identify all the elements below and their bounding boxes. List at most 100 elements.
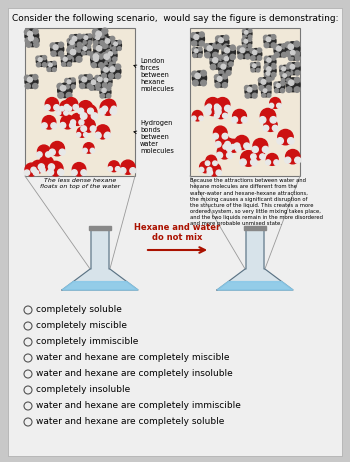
Circle shape (91, 63, 96, 67)
Circle shape (258, 78, 263, 83)
Circle shape (217, 77, 222, 81)
Circle shape (222, 46, 236, 59)
Circle shape (102, 28, 108, 34)
Circle shape (251, 154, 256, 159)
Circle shape (261, 87, 271, 97)
Circle shape (191, 33, 196, 38)
Circle shape (262, 93, 265, 97)
Circle shape (222, 55, 228, 60)
Circle shape (204, 44, 209, 49)
Circle shape (49, 63, 52, 67)
Circle shape (194, 49, 198, 53)
Circle shape (52, 68, 56, 72)
Circle shape (262, 146, 268, 152)
Circle shape (216, 134, 230, 148)
Circle shape (276, 84, 280, 87)
Circle shape (222, 83, 228, 88)
Circle shape (285, 157, 291, 163)
Circle shape (58, 51, 64, 56)
Circle shape (287, 72, 290, 76)
Circle shape (215, 109, 221, 115)
Circle shape (102, 53, 108, 58)
Circle shape (263, 125, 269, 131)
Circle shape (102, 43, 108, 49)
Circle shape (243, 44, 246, 48)
Circle shape (96, 46, 102, 51)
Circle shape (66, 92, 72, 98)
Circle shape (270, 116, 276, 123)
Circle shape (103, 75, 107, 79)
Circle shape (218, 64, 224, 70)
Circle shape (81, 104, 97, 120)
Circle shape (33, 170, 38, 176)
Circle shape (222, 55, 233, 66)
Circle shape (208, 163, 221, 176)
Circle shape (274, 89, 279, 93)
Circle shape (216, 44, 222, 49)
Bar (190, 28, 300, 176)
Circle shape (110, 44, 115, 49)
Circle shape (102, 66, 114, 78)
Circle shape (36, 56, 47, 67)
Circle shape (282, 67, 286, 71)
Circle shape (218, 62, 223, 67)
Circle shape (112, 47, 116, 50)
Circle shape (244, 40, 248, 43)
Text: completely soluble: completely soluble (36, 305, 122, 315)
Circle shape (219, 70, 224, 75)
Circle shape (260, 109, 276, 124)
Circle shape (248, 35, 252, 39)
Circle shape (84, 143, 94, 153)
Circle shape (274, 52, 279, 57)
Circle shape (63, 57, 67, 61)
Circle shape (271, 35, 276, 39)
Circle shape (103, 99, 116, 112)
Circle shape (90, 126, 96, 132)
Circle shape (73, 104, 78, 110)
Circle shape (271, 43, 276, 48)
Circle shape (214, 126, 227, 140)
Circle shape (224, 35, 229, 40)
Circle shape (288, 49, 300, 60)
Text: completely miscible: completely miscible (36, 322, 127, 330)
Circle shape (256, 62, 260, 66)
Circle shape (213, 58, 218, 63)
Circle shape (102, 77, 106, 81)
Circle shape (250, 49, 254, 53)
Circle shape (245, 54, 250, 59)
Circle shape (34, 42, 39, 47)
Circle shape (108, 76, 112, 80)
Circle shape (235, 135, 249, 150)
Circle shape (245, 45, 250, 50)
Circle shape (118, 47, 121, 50)
Circle shape (198, 54, 202, 57)
Circle shape (288, 44, 294, 49)
Circle shape (26, 34, 39, 47)
Circle shape (274, 82, 285, 92)
Circle shape (79, 75, 84, 80)
Circle shape (207, 98, 219, 109)
Circle shape (215, 74, 228, 87)
Circle shape (242, 38, 246, 42)
Circle shape (110, 36, 115, 41)
Circle shape (248, 44, 252, 48)
Circle shape (217, 152, 223, 158)
Circle shape (60, 85, 66, 91)
Circle shape (113, 49, 117, 54)
Circle shape (290, 50, 295, 55)
Circle shape (238, 46, 250, 59)
Circle shape (102, 61, 107, 67)
Polygon shape (217, 230, 293, 290)
Circle shape (295, 157, 301, 163)
Circle shape (106, 94, 111, 98)
Circle shape (191, 41, 197, 46)
Circle shape (216, 170, 222, 176)
Circle shape (263, 89, 267, 92)
Circle shape (100, 100, 116, 116)
Circle shape (106, 50, 117, 61)
Circle shape (231, 145, 235, 149)
Circle shape (57, 83, 63, 89)
Circle shape (295, 48, 300, 53)
Circle shape (225, 105, 231, 111)
Circle shape (33, 38, 38, 43)
